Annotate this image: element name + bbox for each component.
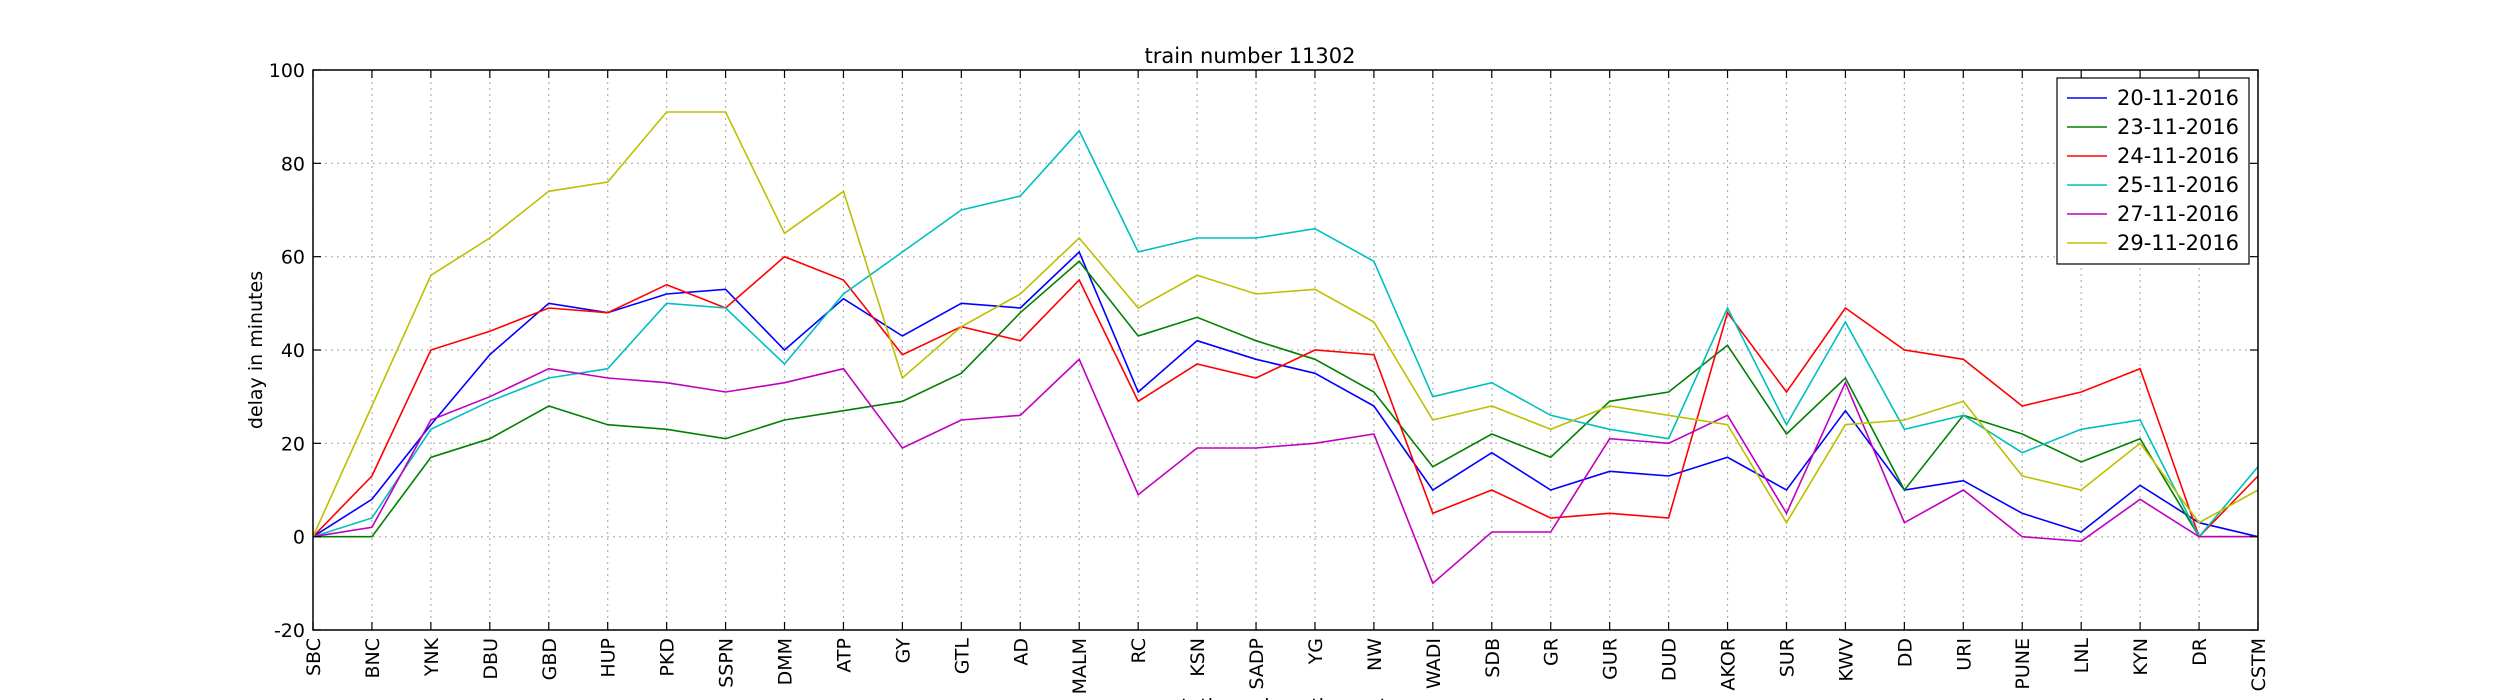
- x-axis-label: stations along the route: [1171, 695, 1398, 700]
- x-tick-label: SADP: [1246, 638, 1268, 690]
- series-line-23-11-2016: [313, 260, 2258, 538]
- x-tick-label: GUR: [1600, 638, 1622, 680]
- x-tick-label: MALM: [1069, 638, 1091, 694]
- series-line-20-11-2016: [312, 250, 2259, 538]
- legend-label: 25-11-2016: [2117, 173, 2239, 197]
- y-tick-label: 20: [281, 433, 305, 455]
- chart-title: train number 11302: [1145, 44, 1356, 68]
- series-group: [312, 111, 2259, 585]
- x-tick-label: KYN: [2130, 638, 2152, 676]
- x-tick-label: DUD: [1659, 638, 1681, 681]
- x-tick-label: SBC: [303, 638, 325, 676]
- x-tick-label: GR: [1541, 638, 1563, 666]
- x-tick-label: SDB: [1482, 638, 1504, 678]
- y-tick-label: 100: [269, 60, 305, 82]
- x-tick-label: AKOR: [1718, 638, 1740, 691]
- x-tick-label: YNK: [421, 637, 443, 677]
- x-tick-label: RC: [1128, 638, 1150, 664]
- y-tick-label: 40: [281, 340, 305, 362]
- x-tick-label: CSTM: [2248, 638, 2270, 691]
- y-tick-label: 80: [281, 153, 305, 175]
- legend: 20-11-2016 23-11-2016 24-11-2016 25-11-2016…: [2056, 77, 2250, 265]
- series-line-27-11-2016: [312, 357, 2258, 585]
- x-tick-label: SSPN: [716, 638, 738, 688]
- x-tick-label: PKD: [657, 638, 679, 677]
- x-tick-label: PUNE: [2012, 638, 2034, 690]
- x-tick-label: GBD: [539, 638, 561, 680]
- x-tick-label: LNL: [2071, 638, 2093, 674]
- series-line-25-11-2016: [312, 129, 2259, 539]
- x-tick-label: HUP: [598, 638, 620, 678]
- x-tick-label: YG: [1305, 638, 1327, 665]
- x-tick-label: DD: [1894, 638, 1916, 667]
- x-tick-label: BNC: [362, 638, 384, 679]
- x-tick-label: SUR: [1776, 638, 1798, 677]
- x-tick-label: URI: [1953, 638, 1975, 671]
- legend-label: 27-11-2016: [2117, 202, 2239, 226]
- legend-label: 20-11-2016: [2117, 86, 2239, 110]
- legend-box: [2056, 77, 2250, 265]
- x-tick-label: DR: [2189, 638, 2211, 666]
- series-line-29-11-2016: [312, 111, 2259, 538]
- y-tick-label: 60: [281, 247, 305, 269]
- series-line-24-11-2016: [312, 255, 2259, 539]
- x-tick-label: GTL: [951, 638, 973, 675]
- y-tick-label: -20: [274, 620, 305, 642]
- legend-label: 29-11-2016: [2117, 231, 2239, 255]
- y-tick-label: 0: [293, 527, 305, 549]
- x-axis: SBC BNC YNK DBU GBD HUP PKD SSPN DMM ATP GY GTL AD MA…: [303, 70, 2270, 694]
- x-tick-label: DBU: [480, 638, 502, 680]
- x-tick-label: GY: [892, 638, 914, 664]
- x-tick-label: KWV: [1835, 638, 1857, 682]
- x-tick-label: NW: [1364, 638, 1386, 671]
- y-axis-label: delay in minutes: [245, 271, 267, 429]
- y-axis: -20 0 20 40 60 80 100: [269, 60, 2258, 642]
- legend-label: 23-11-2016: [2117, 115, 2239, 139]
- x-tick-label: WADI: [1423, 638, 1445, 689]
- legend-label: 24-11-2016: [2117, 144, 2239, 168]
- x-tick-label: ATP: [833, 638, 855, 673]
- x-tick-label: KSN: [1187, 638, 1209, 677]
- x-tick-label: AD: [1010, 638, 1032, 666]
- x-tick-label: DMM: [775, 638, 797, 685]
